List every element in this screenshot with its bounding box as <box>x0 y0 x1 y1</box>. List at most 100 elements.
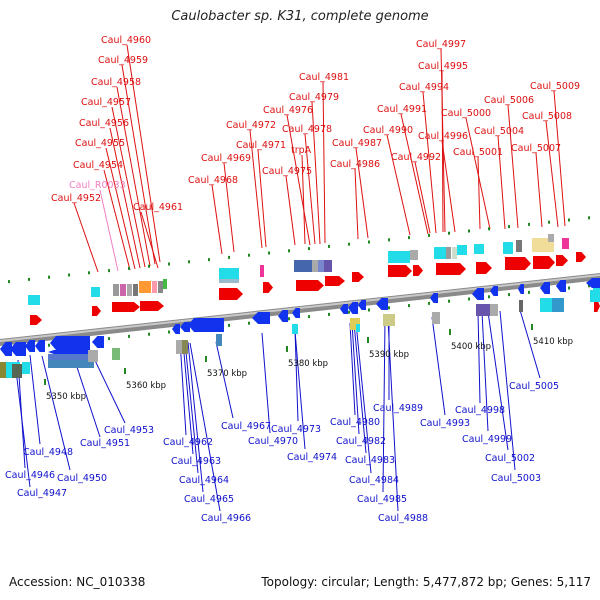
gene-color-box <box>503 242 513 254</box>
reverse-gene-arrow <box>188 318 224 332</box>
gene-label: Caul_4972 <box>226 120 276 131</box>
scale-tick <box>388 306 390 310</box>
scale-tick <box>568 218 570 222</box>
gene-label: Caul_4979 <box>289 92 339 103</box>
leader-line <box>126 44 161 263</box>
forward-gene-arrow <box>30 315 42 325</box>
leader-line <box>355 322 372 474</box>
gene-label: Caul_4996 <box>418 131 468 142</box>
gene-color-box <box>519 300 523 312</box>
gene-label: Caul_4970 <box>248 436 298 447</box>
gene-label: Caul_4957 <box>81 97 131 108</box>
gene-label: Caul_4984 <box>349 475 399 486</box>
forward-gene-arrow <box>296 280 324 291</box>
leader-line <box>140 211 159 269</box>
gene-color-box <box>312 260 318 272</box>
scale-tick <box>308 315 310 319</box>
leader-line <box>99 189 119 272</box>
forward-gene-arrow <box>505 257 531 270</box>
gene-label: Caul_4946 <box>5 470 55 481</box>
gene-label: Caul_4961 <box>133 202 183 213</box>
scale-label-5390: 5390 kbp <box>369 350 409 360</box>
leader-line <box>105 147 136 270</box>
major-tick <box>367 337 369 343</box>
leader-line <box>111 106 146 268</box>
scale-tick <box>548 220 550 224</box>
leader-line <box>487 311 509 451</box>
gene-color-box <box>176 340 182 354</box>
gene-label: Caul_4953 <box>104 425 154 436</box>
leader-line <box>41 355 71 471</box>
gene-color-box <box>260 265 264 277</box>
leader-line <box>499 310 516 471</box>
gene-features <box>0 234 600 378</box>
leader-line <box>497 135 506 230</box>
gene-color-box <box>182 340 188 354</box>
scale-tick <box>428 233 430 237</box>
leader-line <box>386 134 411 236</box>
scale-tick <box>428 301 430 305</box>
leader-line <box>14 361 31 488</box>
leader-line <box>477 311 481 404</box>
reverse-gene-arrow <box>10 342 26 356</box>
gene-color-box <box>216 334 222 346</box>
reverse-gene-labels: Caul_4948 Caul_4946 Caul_4947 Caul_4950 … <box>5 381 559 524</box>
major-tick <box>449 329 451 335</box>
leader-line <box>121 64 156 265</box>
scale-tick <box>108 269 110 273</box>
gene-color-box <box>120 284 126 296</box>
gene-label: Caul_4963 <box>171 456 221 467</box>
gene-label: Caul_5003 <box>491 473 541 484</box>
gene-label: Caul_4978 <box>282 124 332 135</box>
leader-line <box>294 329 299 422</box>
gene-color-box <box>540 298 552 312</box>
scale-tick <box>528 290 530 294</box>
forward-gene-arrow <box>413 265 423 276</box>
scale-tick <box>248 253 250 257</box>
gene-color-box <box>12 364 22 378</box>
gene-color-box <box>516 240 522 252</box>
reverse-gene-arrow <box>376 298 388 310</box>
reverse-gene-arrow <box>490 286 498 296</box>
scale-tick <box>28 277 30 281</box>
gene-label: Caul_4955 <box>75 138 125 149</box>
scale-tick <box>88 271 90 275</box>
scale-labels: 5350 kbp 5360 kbp 5370 kbp 5380 kbp 5390… <box>46 337 573 402</box>
gene-label: Caul_4994 <box>399 82 449 93</box>
forward-gene-arrow <box>112 302 140 312</box>
gene-label: Caul_4958 <box>91 77 141 88</box>
leader-line <box>29 354 41 445</box>
gene-label: Caul_5008 <box>522 111 572 122</box>
gene-color-box <box>388 251 410 263</box>
gene-color-box <box>219 268 239 280</box>
scale-tick <box>528 222 530 226</box>
gene-color-box <box>0 362 6 378</box>
scale-tick <box>388 238 390 242</box>
scale-tick <box>468 229 470 233</box>
forward-gene-arrow <box>556 255 568 266</box>
gene-label: Caul_4993 <box>420 418 470 429</box>
gene-color-box <box>112 348 120 360</box>
gene-color-box <box>152 281 157 293</box>
forward-gene-arrow <box>352 272 364 282</box>
gene-label: Caul_4956 <box>79 118 129 129</box>
leader-line <box>249 129 263 249</box>
reverse-gene-arrow <box>518 284 524 294</box>
forward-gene-arrow <box>576 252 586 262</box>
gene-label: Caul_4999 <box>462 434 512 445</box>
gene-color-box <box>133 284 138 296</box>
gene-label: Caul_4992 <box>391 152 441 163</box>
leader-line <box>441 140 456 233</box>
scale-tick <box>228 255 230 259</box>
leader-line <box>89 349 126 424</box>
forward-gene-arrow <box>594 300 600 312</box>
gene-color-box <box>356 324 360 332</box>
gene-color-box <box>292 324 298 334</box>
scale-tick <box>248 321 250 325</box>
gene-label: Caul_4965 <box>184 494 234 505</box>
gene-label: Caul_4990 <box>363 125 413 136</box>
leader-line <box>294 330 306 450</box>
gene-color-box <box>476 304 490 316</box>
gene-label: Caul_5000 <box>441 108 491 119</box>
gene-color-box <box>324 260 332 272</box>
